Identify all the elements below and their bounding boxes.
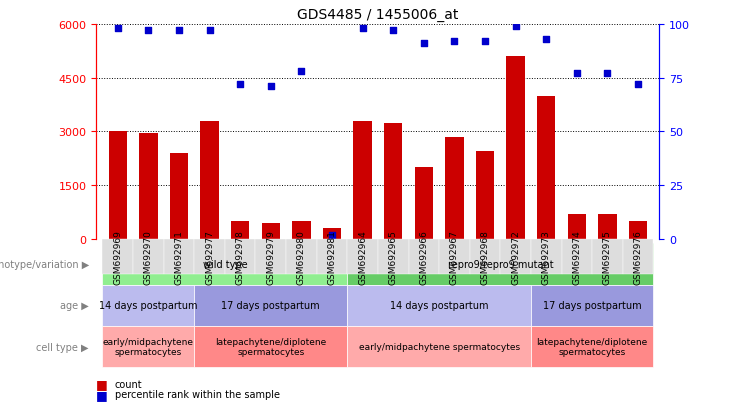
Bar xyxy=(353,121,372,240)
Bar xyxy=(139,134,158,240)
Bar xyxy=(476,152,494,240)
Point xyxy=(388,28,399,35)
Point xyxy=(540,36,552,43)
Bar xyxy=(506,57,525,240)
Text: GSM692973: GSM692973 xyxy=(542,230,551,285)
Text: GSM692980: GSM692980 xyxy=(297,230,306,285)
Text: GSM692976: GSM692976 xyxy=(634,230,642,285)
Bar xyxy=(598,214,617,240)
Text: wild type: wild type xyxy=(202,259,247,269)
Text: GSM692979: GSM692979 xyxy=(266,230,276,285)
Point xyxy=(571,71,582,78)
Text: GSM692967: GSM692967 xyxy=(450,230,459,285)
Text: age ▶: age ▶ xyxy=(60,301,89,311)
Text: GSM692964: GSM692964 xyxy=(358,230,367,285)
Text: count: count xyxy=(115,379,142,389)
Text: GSM692970: GSM692970 xyxy=(144,230,153,285)
Text: cell type ▶: cell type ▶ xyxy=(36,342,89,352)
Text: GSM692968: GSM692968 xyxy=(480,230,490,285)
Text: 14 days postpartum: 14 days postpartum xyxy=(390,301,488,311)
Bar xyxy=(231,222,250,240)
Bar xyxy=(629,222,647,240)
Point xyxy=(356,26,368,32)
Text: GSM692978: GSM692978 xyxy=(236,230,245,285)
Text: GSM692971: GSM692971 xyxy=(174,230,184,285)
Point xyxy=(173,28,185,35)
Text: percentile rank within the sample: percentile rank within the sample xyxy=(115,389,280,399)
Point xyxy=(326,232,338,239)
Title: GDS4485 / 1455006_at: GDS4485 / 1455006_at xyxy=(297,8,459,22)
Text: early/midpachytene
spermatocytes: early/midpachytene spermatocytes xyxy=(103,337,194,356)
Text: 17 days postpartum: 17 days postpartum xyxy=(222,301,320,311)
Text: ■: ■ xyxy=(96,377,108,391)
Text: GSM692966: GSM692966 xyxy=(419,230,428,285)
Text: 17 days postpartum: 17 days postpartum xyxy=(543,301,642,311)
Point xyxy=(479,39,491,45)
Point xyxy=(204,28,216,35)
Point xyxy=(142,28,154,35)
Text: repro9/repro9 mutant: repro9/repro9 mutant xyxy=(448,259,553,269)
Point xyxy=(112,26,124,32)
Bar xyxy=(537,96,556,240)
Bar xyxy=(292,222,310,240)
Bar xyxy=(109,132,127,240)
Point xyxy=(602,71,614,78)
Bar xyxy=(384,123,402,240)
Text: latepachytene/diplotene
spermatocytes: latepachytene/diplotene spermatocytes xyxy=(215,337,327,356)
Bar xyxy=(323,229,341,240)
Text: genotype/variation ▶: genotype/variation ▶ xyxy=(0,259,89,269)
Text: 14 days postpartum: 14 days postpartum xyxy=(99,301,198,311)
Text: latepachytene/diplotene
spermatocytes: latepachytene/diplotene spermatocytes xyxy=(536,337,648,356)
Bar xyxy=(445,138,464,240)
Bar xyxy=(568,214,586,240)
Point xyxy=(265,84,276,90)
Bar xyxy=(262,223,280,240)
Point xyxy=(632,82,644,88)
Point xyxy=(234,82,246,88)
Text: GSM692972: GSM692972 xyxy=(511,230,520,285)
Bar xyxy=(170,154,188,240)
Text: GSM692975: GSM692975 xyxy=(603,230,612,285)
Text: GSM692977: GSM692977 xyxy=(205,230,214,285)
Bar xyxy=(415,168,433,240)
Point xyxy=(418,41,430,47)
Text: GSM692981: GSM692981 xyxy=(328,230,336,285)
Point xyxy=(448,39,460,45)
Point xyxy=(510,24,522,30)
Text: early/midpachytene spermatocytes: early/midpachytene spermatocytes xyxy=(359,342,519,351)
Text: ■: ■ xyxy=(96,388,108,401)
Point xyxy=(296,69,308,75)
Text: GSM692965: GSM692965 xyxy=(389,230,398,285)
Bar xyxy=(200,121,219,240)
Text: GSM692969: GSM692969 xyxy=(113,230,122,285)
Text: GSM692974: GSM692974 xyxy=(572,230,582,285)
